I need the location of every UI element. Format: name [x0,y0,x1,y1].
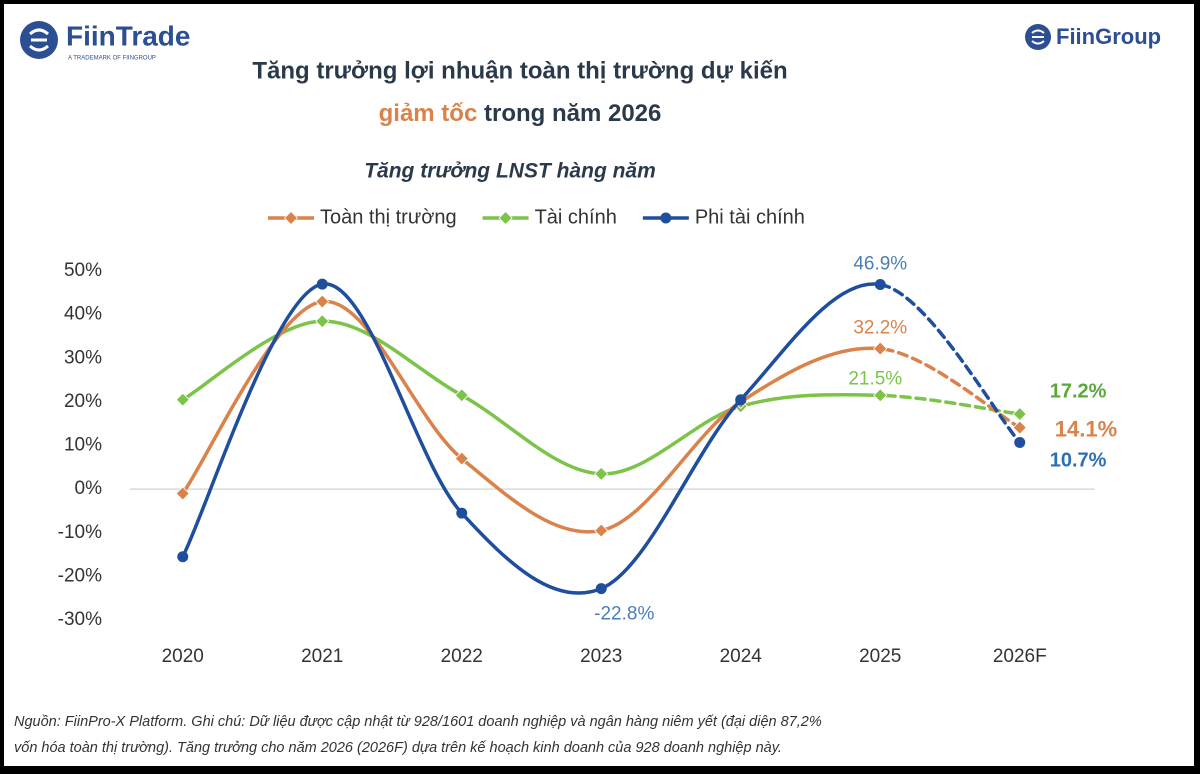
footnote: Nguồn: FiinPro-X Platform. Ghi chú: Dữ l… [14,714,822,730]
legend-marker [283,210,299,226]
data-point [456,507,468,519]
series-line [181,282,1022,595]
data-point [177,551,189,563]
data-point [316,278,328,290]
legend-label: Phi tài chính [695,206,805,228]
x-tick-label: 2025 [859,646,901,667]
legend-item: Toàn thị trường [268,206,457,228]
data-point [874,279,886,291]
footnote: vốn hóa toàn thị trường). Tăng trưởng ch… [14,740,782,756]
legend-label: Tài chính [535,206,617,228]
y-tick-label: -30% [58,609,102,630]
data-point [873,341,888,356]
data-point [1014,436,1026,448]
data-point [454,388,469,403]
y-tick-label: 30% [64,347,102,368]
title-rest: trong năm 2026 [484,100,661,127]
data-point [454,451,469,466]
x-tick-label: 2021 [301,646,343,667]
y-tick-label: 0% [75,478,103,499]
brand-right: FiinGroup [1056,24,1161,49]
data-point [595,583,607,595]
data-label: 46.9% [853,254,907,275]
data-label: 10.7% [1050,450,1107,472]
y-tick-label: 10% [64,435,102,456]
data-point [175,392,190,407]
logo-right: FiinGroup [1025,24,1161,50]
y-tick-label: 50% [64,260,102,281]
legend-item: Tài chính [482,206,617,228]
x-tick-label: 2023 [580,646,622,667]
data-label: 32.2% [853,318,907,339]
x-tick-label: 2024 [720,646,763,667]
data-point [735,394,747,406]
title-highlight: giảm tốc [379,100,478,127]
brand-left: FiinTrade [66,20,190,51]
chart-title: Tăng trưởng lợi nhuận toàn thị trường dự… [252,57,787,84]
x-tick-label: 2022 [441,646,483,667]
x-tick-label: 2020 [162,646,204,667]
brand-tagline: A TRADEMARK OF FIINGROUP [68,56,156,62]
data-label: -22.8% [594,604,654,625]
data-point [315,314,330,329]
y-tick-label: 20% [64,391,102,412]
chart-subtitle: Tăng trưởng LNST hàng năm [364,160,656,183]
legend-marker [660,212,672,224]
legend-marker [498,210,513,226]
y-tick-label: 40% [64,304,102,325]
data-point [594,523,609,538]
data-label: 17.2% [1050,380,1107,402]
logo-left: FiinTrade A TRADEMARK OF FIINGROUP [20,20,190,62]
data-point [594,466,609,481]
y-tick-label: -20% [58,565,102,586]
data-point [315,294,330,309]
data-label: 21.5% [848,368,902,389]
legend-label: Toàn thị trường [320,206,457,228]
data-label: 14.1% [1055,416,1117,441]
data-point [873,388,888,403]
x-tick-label: 2026F [993,646,1047,667]
data-point [1012,420,1027,435]
legend-item: Phi tài chính [642,206,805,228]
y-tick-label: -10% [58,522,102,543]
chart-title-line2: giảm tốc trong năm 2026 [379,100,662,127]
data-point [175,486,190,501]
